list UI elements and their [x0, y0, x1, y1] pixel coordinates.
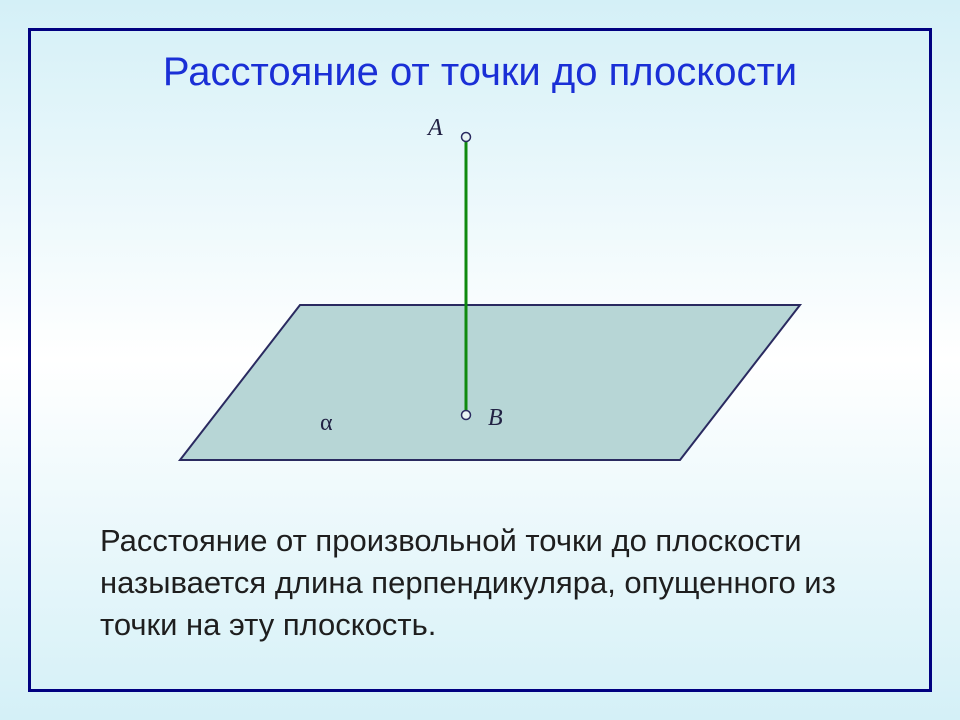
- point-a-marker: [462, 133, 471, 142]
- plane-alpha-label: α: [320, 410, 333, 436]
- point-b-marker: [462, 411, 471, 420]
- diagram-svg: A B α: [120, 115, 840, 485]
- geometry-diagram: A B α: [120, 115, 840, 485]
- point-b-label: B: [488, 405, 503, 431]
- slide-title: Расстояние от точки до плоскости: [0, 50, 960, 95]
- point-a-label: A: [426, 115, 443, 141]
- plane-alpha: [180, 305, 800, 460]
- definition-text: Расстояние от произвольной точки до плос…: [100, 520, 890, 646]
